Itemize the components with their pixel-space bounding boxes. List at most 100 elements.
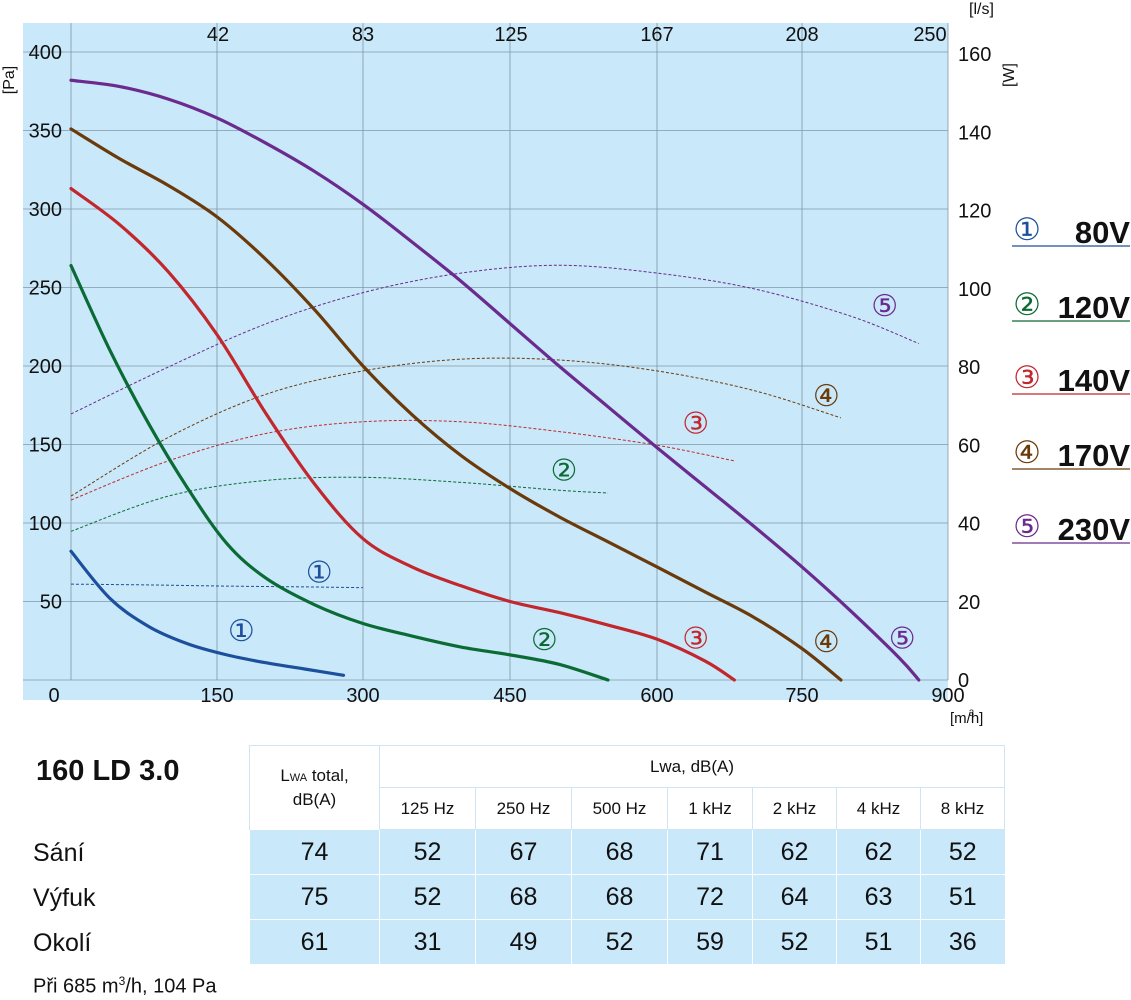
table-cell: 63 (836, 874, 921, 920)
pressure-curve-marker: ⑤ (889, 623, 916, 656)
table-cell: 51 (836, 919, 921, 964)
x-tick-label: 300 (346, 685, 379, 707)
table-cell: 74 (249, 829, 380, 875)
legend-label: 120V (1058, 290, 1131, 325)
table-cell: 72 (667, 874, 753, 920)
row-label-sani: Sání (33, 839, 85, 867)
power-curve-marker: ① (306, 556, 333, 589)
y-right-tick-label: 140 (958, 122, 991, 144)
x-tick-label: 900 (931, 685, 964, 707)
band-1khz: 1 kHz (667, 787, 753, 830)
total-header: LWA total, dB(A) (249, 745, 380, 830)
legend-marker: ⑤ (1013, 509, 1041, 544)
total-header-rest: total, (307, 765, 349, 785)
table-cell: 31 (379, 919, 476, 964)
footnote-sup: 3 (118, 974, 126, 988)
power-curve-170V (70, 357, 842, 497)
band-8khz: 8 kHz (920, 787, 1005, 830)
pressure-curve-marker: ④ (813, 626, 840, 659)
legend-marker: ③ (1013, 360, 1041, 395)
x-tick-label: 450 (493, 685, 526, 707)
power-curve-marker: ③ (682, 408, 709, 441)
legend: ① 80V ② 120V ③ 140V ④ 170V ⑤ 230V (1012, 212, 1130, 547)
table-cell: 68 (571, 829, 668, 875)
x-axis-unit: [m/h] (950, 710, 983, 727)
pressure-curves (69, 78, 921, 682)
power-curve-marker: ④ (813, 380, 840, 413)
x-top-tick-label: 208 (785, 24, 818, 46)
power-curve-230V (70, 264, 919, 415)
plot-background (23, 23, 948, 700)
table-cell: 71 (667, 829, 753, 875)
table-row: 74 52 67 68 71 62 62 52 (249, 829, 1005, 875)
table-cell: 52 (379, 829, 476, 875)
pressure-curve-230V (69, 78, 921, 682)
y-right-tick-label: 40 (958, 514, 980, 536)
table-row: 75 52 68 68 72 64 63 51 (249, 874, 1005, 920)
table-cell: 52 (920, 829, 1005, 875)
table-cell: 36 (920, 919, 1005, 964)
x-top-tick-label: 167 (640, 24, 673, 46)
pressure-curve-140V (69, 186, 736, 682)
y-left-tick-label: 250 (29, 278, 62, 300)
y-right-tick-label: 160 (958, 44, 991, 66)
total-header-l: L (280, 765, 290, 785)
x-tick-label: 600 (640, 685, 673, 707)
y-right-tick-label: 60 (958, 435, 980, 457)
x-top-axis-unit: [l/s] (969, 1, 994, 18)
total-header-sub: WA (289, 771, 308, 784)
legend-label: 170V (1058, 438, 1131, 473)
table-cell: 64 (752, 874, 837, 920)
pressure-curve-marker: ③ (682, 623, 709, 656)
pressure-curve-marker: ② (531, 624, 558, 657)
legend-marker: ② (1013, 287, 1041, 322)
band-header: Lwa, dB(A) (379, 745, 1005, 788)
x-tick-label: 150 (200, 685, 233, 707)
grid-lines (23, 23, 949, 681)
table-cell: 68 (475, 874, 572, 920)
table-cell: 62 (752, 829, 837, 875)
table-cell: 49 (475, 919, 572, 964)
band-125hz: 125 Hz (379, 787, 476, 830)
footnote-pre: Při 685 m (33, 975, 119, 998)
table-cell: 52 (379, 874, 476, 920)
footnote-post: /h, 104 Pa (125, 975, 217, 998)
table-cell: 61 (249, 919, 380, 964)
band-500hz: 500 Hz (571, 787, 668, 830)
model-title: 160 LD 3.0 (36, 755, 180, 787)
total-header-unit: dB(A) (292, 789, 337, 809)
y-right-tick-label: 120 (958, 201, 991, 223)
x-tick-label: 0 (48, 685, 59, 707)
y-left-tick-label: 350 (29, 121, 62, 143)
legend-marker: ① (1013, 212, 1041, 247)
table-cell: 62 (836, 829, 921, 875)
row-label-okoli: Okolí (33, 929, 92, 957)
y-left-tick-label: 150 (29, 435, 62, 457)
table-cell: 67 (475, 829, 572, 875)
power-curve-120V (70, 476, 609, 532)
x-top-tick-label: 83 (352, 24, 374, 46)
power-curve-80V (70, 583, 364, 589)
table-cell: 51 (920, 874, 1005, 920)
band-2khz: 2 kHz (752, 787, 837, 830)
curve-markers: ① ① ② ② ③ ③ ④ ④ ⑤ ⑤ (228, 290, 916, 659)
x-top-tick-label: 250 (913, 24, 946, 46)
y-right-tick-label: 80 (958, 357, 980, 379)
legend-label: 230V (1058, 512, 1131, 547)
row-labels: Sání Výfuk Okolí (33, 831, 96, 966)
x-axis-unit-sup: 3 (969, 708, 974, 718)
legend-marker: ④ (1013, 435, 1041, 470)
y-left-axis-unit: [Pa] (1, 66, 18, 94)
table-row: 61 31 49 52 59 52 51 36 (249, 919, 1005, 964)
table-cell: 59 (667, 919, 753, 964)
pressure-curve-80V (69, 549, 346, 677)
row-label-vyfuk: Výfuk (33, 884, 96, 912)
noise-table: LWA total, dB(A) Lwa, dB(A) 125 Hz 250 H… (249, 745, 1005, 964)
pressure-curve-120V (69, 263, 610, 682)
x-tick-label: 750 (785, 685, 818, 707)
y-left-tick-label: 400 (29, 42, 62, 64)
y-left-tick-label: 100 (29, 513, 62, 535)
table-cell: 68 (571, 874, 668, 920)
pressure-curve-170V (69, 127, 843, 682)
